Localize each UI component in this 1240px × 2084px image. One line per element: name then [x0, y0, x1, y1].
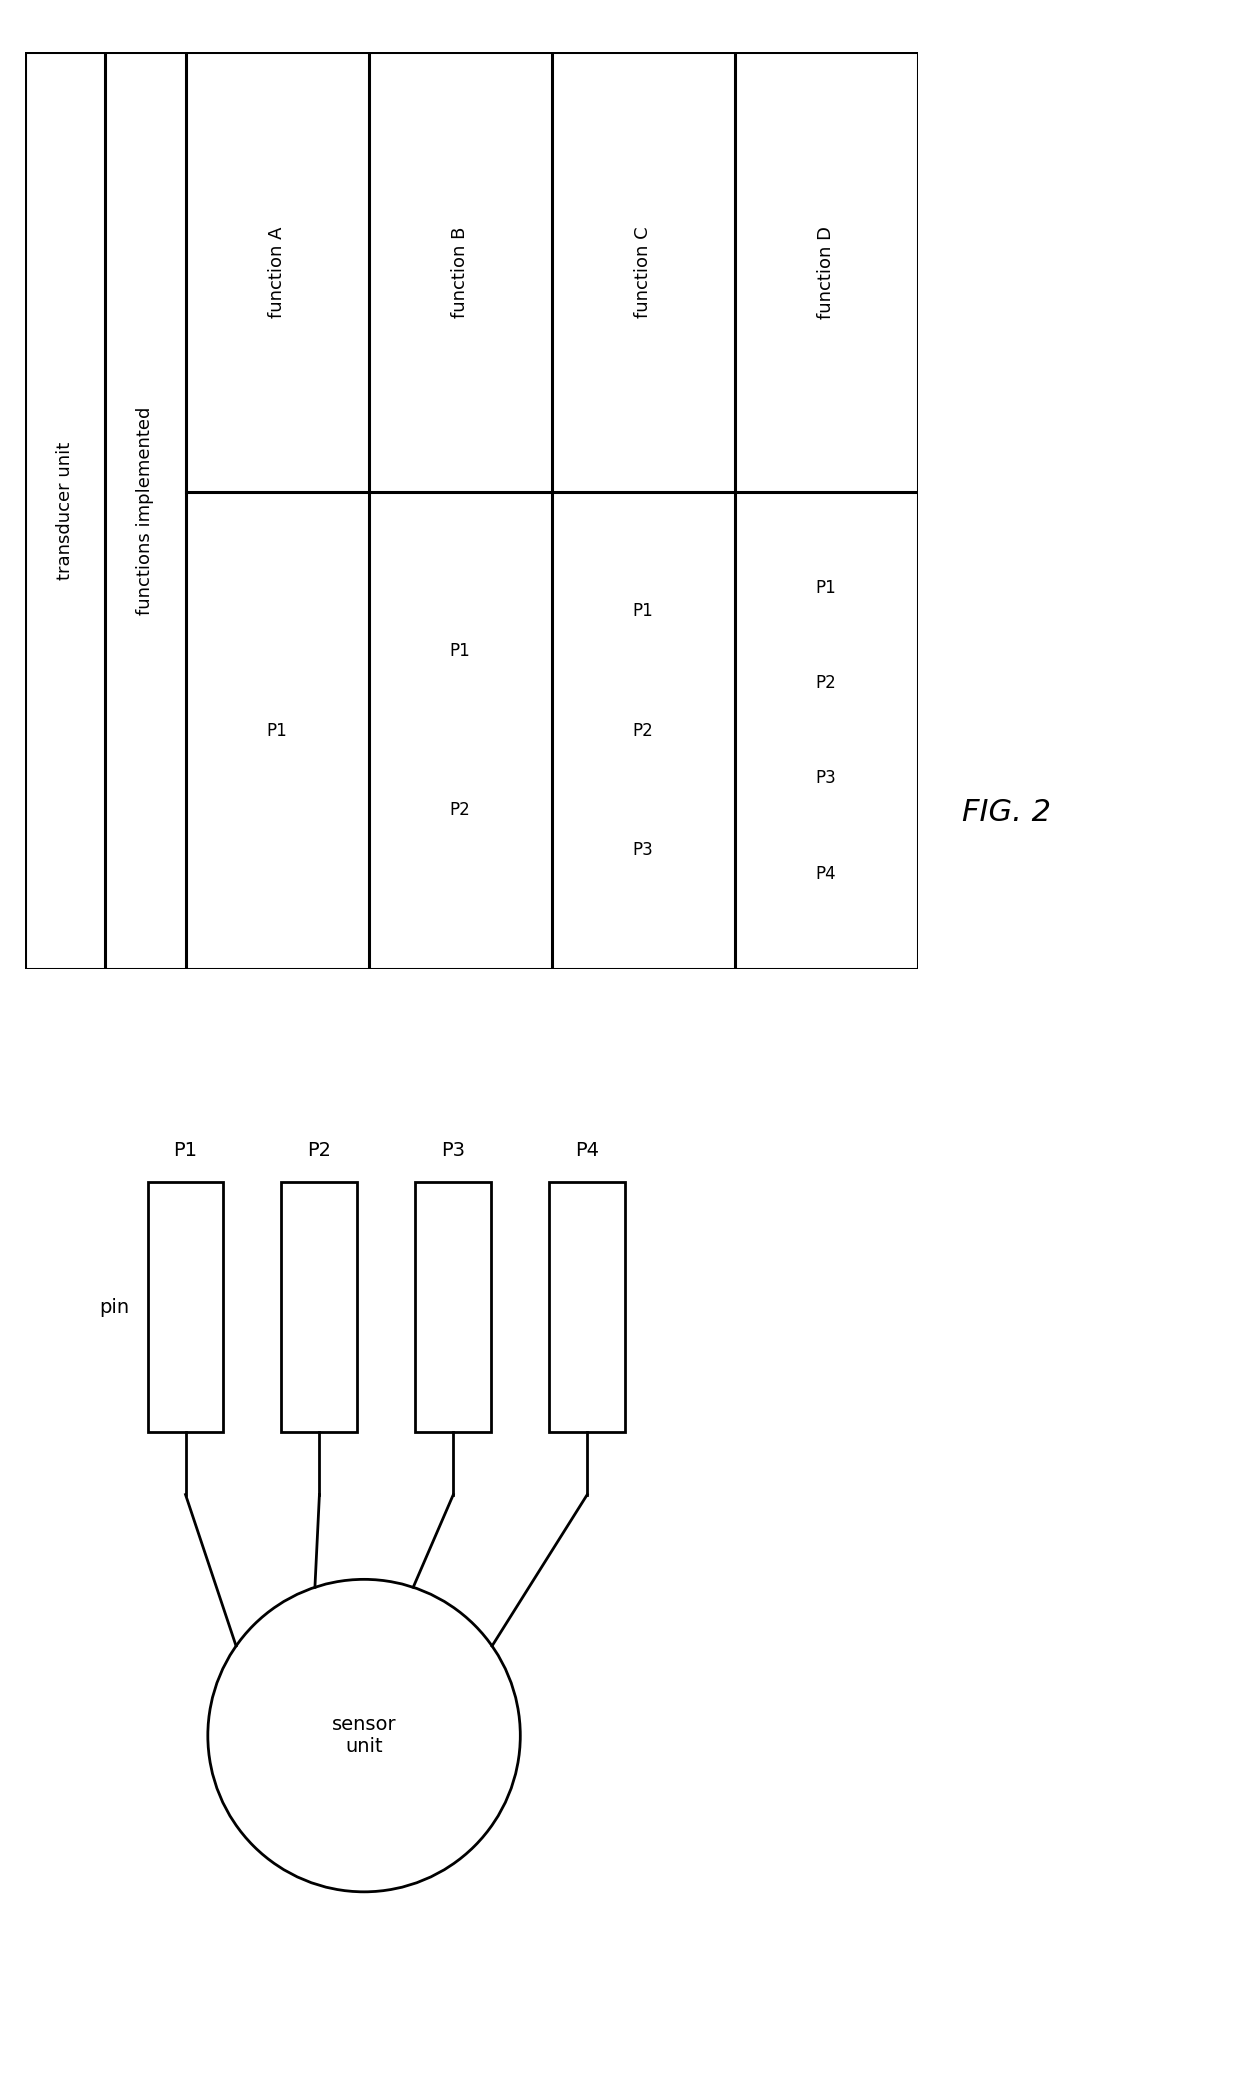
Text: P3: P3 [441, 1140, 465, 1159]
Text: P1: P1 [450, 642, 470, 661]
Bar [281, 1182, 357, 1432]
Text: P3: P3 [632, 840, 653, 859]
Text: function D: function D [817, 225, 835, 319]
Text: FIG. 2: FIG. 2 [962, 798, 1052, 827]
Text: function B: function B [451, 227, 469, 319]
Text: P2: P2 [308, 1140, 331, 1159]
Text: P2: P2 [816, 673, 837, 692]
Text: functions implemented: functions implemented [136, 406, 154, 615]
Text: P3: P3 [816, 769, 837, 788]
Text: transducer unit: transducer unit [56, 442, 74, 579]
Bar [415, 1182, 491, 1432]
Text: P1: P1 [816, 579, 837, 596]
Text: P2: P2 [450, 800, 470, 819]
Text: function C: function C [634, 227, 652, 319]
Text: P1: P1 [174, 1140, 197, 1159]
Bar [549, 1182, 625, 1432]
Text: P2: P2 [632, 721, 653, 740]
Text: P4: P4 [816, 865, 837, 884]
Bar [148, 1182, 223, 1432]
Text: P4: P4 [575, 1140, 599, 1159]
Text: function A: function A [268, 227, 286, 319]
Text: P1: P1 [632, 602, 653, 621]
Text: P1: P1 [267, 721, 288, 740]
Text: sensor
unit: sensor unit [332, 1715, 397, 1757]
Text: pin: pin [99, 1298, 130, 1317]
